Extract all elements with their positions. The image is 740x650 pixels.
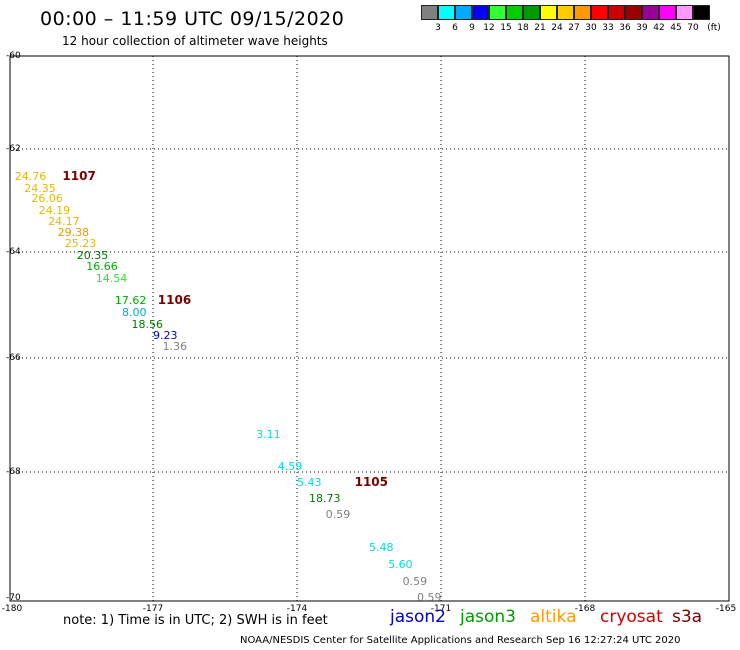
- map-gridlines: [10, 56, 729, 601]
- satellite-legend-jason2: jason2: [390, 607, 446, 627]
- page-subtitle: 12 hour collection of altimeter wave hei…: [62, 34, 328, 48]
- wave-height-label: 18.56: [131, 317, 164, 331]
- wave-height-label: 5.48: [369, 540, 394, 554]
- legend-tick: 6: [452, 23, 458, 33]
- wave-height-label: 24.19: [38, 203, 71, 217]
- orbit-number-label: 1107: [62, 169, 96, 184]
- longitude-label: -177: [142, 604, 164, 614]
- legend-tick: 70: [687, 23, 699, 33]
- latitude-label: -62: [6, 144, 21, 154]
- legend-tick: 18: [517, 23, 529, 33]
- wave-height-label: 4.59: [277, 460, 303, 474]
- legend-tick: 9: [469, 23, 475, 33]
- legend-tick: 21: [534, 23, 546, 33]
- legend-tick: 15: [500, 23, 512, 33]
- legend-swatch: [642, 5, 659, 20]
- page-title: 00:00 – 11:59 UTC 09/15/2020: [40, 8, 345, 30]
- wave-height-label: 0.59: [325, 507, 351, 521]
- legend-tick: 24: [551, 23, 563, 33]
- legend-tick: 42: [653, 23, 665, 33]
- legend-swatch: [659, 5, 676, 20]
- longitude-label: -171: [430, 604, 452, 614]
- orbit-number-label: 1106: [157, 293, 192, 308]
- wave-height-label: 24.17: [48, 215, 80, 229]
- wave-height-label: 5.43: [297, 476, 322, 490]
- orbit-number-label: 1105: [354, 475, 388, 490]
- legend-swatch: [489, 5, 506, 20]
- satellite-legend-s3a: s3a: [672, 607, 703, 627]
- satellite-legend-jason3: jason3: [460, 607, 516, 627]
- wave-height-label: 0.59: [417, 591, 442, 604]
- legend-swatch: [591, 5, 608, 20]
- wave-height-label: 17.62: [114, 294, 147, 308]
- legend-swatch: [455, 5, 472, 20]
- wave-height-label: 20.35: [76, 248, 109, 262]
- legend-swatch: [540, 5, 557, 20]
- longitude-label: -174: [286, 604, 308, 614]
- legend-tick: 3: [435, 23, 441, 33]
- wave-height-label: 14.54: [95, 271, 128, 285]
- longitude-label: -180: [1, 604, 23, 614]
- wave-height-label: 26.06: [31, 192, 63, 206]
- wave-height-label: 18.73: [309, 492, 341, 506]
- footer-note: note: 1) Time is in UTC; 2) SWH is in fe…: [63, 613, 328, 628]
- map-frame: [9, 55, 730, 602]
- satellite-legend-altika: altika: [530, 607, 577, 627]
- wave-height-label: 24.76: [14, 170, 47, 184]
- latitude-label: -66: [6, 353, 21, 363]
- legend-swatch: [523, 5, 540, 20]
- legend-swatch: [472, 5, 489, 20]
- legend-unit: (ft): [707, 23, 721, 33]
- legend-swatch: [608, 5, 625, 20]
- legend-tick: 12: [483, 23, 495, 33]
- wave-height-label: 29.38: [57, 225, 90, 239]
- legend-tick: 27: [568, 23, 580, 33]
- legend-tick: 33: [602, 23, 614, 33]
- wave-height-label: 0.59: [402, 575, 428, 589]
- legend-tick: 45: [670, 23, 682, 33]
- legend-swatch: [625, 5, 642, 20]
- longitude-label: -168: [574, 604, 596, 614]
- wave-height-label: 5.60: [388, 558, 413, 572]
- latitude-label: -64: [6, 247, 21, 257]
- latitude-label: -68: [6, 467, 21, 477]
- legend-swatch: [421, 5, 438, 20]
- legend-swatch: [693, 5, 710, 20]
- wave-height-label: 24.35: [24, 181, 56, 195]
- legend-swatch: [506, 5, 523, 20]
- legend-tick: 36: [619, 23, 631, 33]
- legend-swatch: [574, 5, 591, 20]
- wave-height-label: 8.00: [122, 305, 147, 319]
- legend-swatch: [557, 5, 574, 20]
- legend-tick: 30: [585, 23, 597, 33]
- credit-line: NOAA/NESDIS Center for Satellite Applica…: [240, 635, 681, 646]
- latitude-label: -60: [6, 51, 21, 61]
- latitude-label: -70: [6, 593, 21, 603]
- longitude-label: -165: [715, 604, 737, 614]
- wave-height-label: 25.23: [64, 237, 97, 251]
- wave-height-label: 3.11: [256, 427, 281, 441]
- legend-swatch: [676, 5, 693, 20]
- wave-height-label: 16.66: [86, 259, 118, 273]
- wave-height-label: 9.23: [153, 328, 178, 342]
- legend-swatch: [438, 5, 455, 20]
- wave-height-label: 1.36: [162, 339, 188, 353]
- legend-tick: 39: [636, 23, 648, 33]
- satellite-legend-cryosat: cryosat: [600, 607, 663, 627]
